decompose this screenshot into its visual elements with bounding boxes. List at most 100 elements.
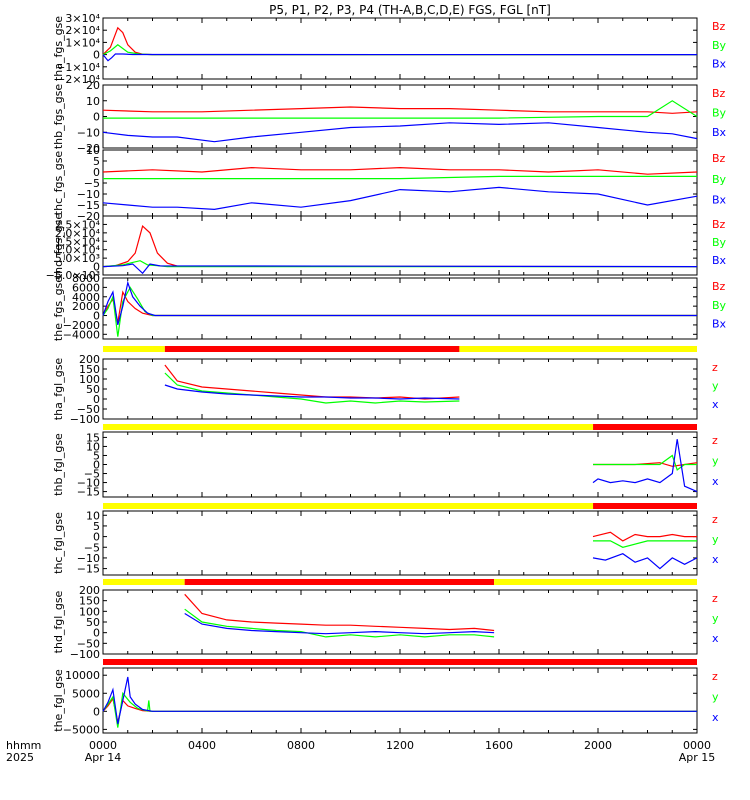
y-tick-label: −100 <box>70 648 100 661</box>
y-tick-label: 0 <box>93 393 100 406</box>
series-line-z <box>102 697 697 723</box>
legend-y: y <box>712 612 719 625</box>
legend-z: z <box>712 670 718 683</box>
legend-Bx: Bx <box>712 194 727 207</box>
y-tick-label: −10 <box>77 552 100 565</box>
mode-bar-segment <box>593 503 697 509</box>
y-tick-label: 2.0×10⁴ <box>55 227 101 240</box>
series-line-x <box>164 384 460 400</box>
time-tick-label: 2000 <box>584 739 612 752</box>
mode-bar-segment <box>459 346 697 352</box>
series-line-Bx <box>102 53 698 62</box>
mode-bar-segment <box>103 346 165 352</box>
legend-Bx: Bx <box>712 126 727 139</box>
y-axis-label: thb_fgl_gse <box>52 433 65 496</box>
series-line-y <box>184 608 495 638</box>
y-tick-label: 10 <box>86 440 100 453</box>
y-tick-label: 15 <box>86 431 100 444</box>
series-line-y <box>164 372 460 404</box>
y-tick-label: 50 <box>86 616 100 629</box>
time-tick-label: 0000 <box>89 739 117 752</box>
time-tick-label: 0000 <box>683 739 711 752</box>
y-tick-label: −2×10⁴ <box>56 73 100 86</box>
y-tick-label: 20 <box>86 79 100 92</box>
y-tick-label: 3×10⁴ <box>65 12 100 25</box>
y-tick-label: 100 <box>79 605 100 618</box>
y-axis-label: tha_fgs_gse <box>52 16 65 81</box>
time-tick-label: 0800 <box>287 739 315 752</box>
series-line-By <box>102 44 697 56</box>
mode-bar-segment <box>103 659 697 665</box>
y-tick-label: −50 <box>77 637 100 650</box>
legend-Bz: Bz <box>712 20 726 33</box>
y-tick-label: 4000 <box>72 291 100 304</box>
series-line-Bx <box>102 122 698 143</box>
y-tick-label: −50 <box>77 403 100 416</box>
y-tick-label: 2×10⁴ <box>65 24 100 37</box>
y-tick-label: 0 <box>93 111 100 124</box>
y-axis-label: tha_fgl_gse <box>52 358 65 421</box>
y-tick-label: −10 <box>77 477 100 490</box>
y-axis-label: the_fgs_gse <box>52 276 65 341</box>
legend-Bz: Bz <box>712 218 726 231</box>
time-tick-date: Apr 14 <box>85 751 122 764</box>
legend-By: By <box>712 173 727 186</box>
legend-y: y <box>712 533 719 546</box>
y-tick-label: 10 <box>86 509 100 522</box>
y-tick-label: 150 <box>79 595 100 608</box>
time-tick-label: 1200 <box>386 739 414 752</box>
legend-By: By <box>712 299 727 312</box>
y-axis-label: thc_fgs_gse <box>52 151 65 216</box>
panel-thd_fgs_gse: 2.5×10⁴2.0×10⁴1.5×10⁴1.0×10⁴5.0×10³0−5.0… <box>46 213 727 282</box>
y-axis-label: thd_fgs_gse <box>52 213 65 279</box>
y-axis-label: thc_fgl_gse <box>52 512 65 574</box>
series-line-y <box>102 691 697 728</box>
series-line-x <box>184 612 495 635</box>
legend-Bz: Bz <box>712 152 726 165</box>
y-tick-label: 10 <box>86 144 100 157</box>
y-tick-label: −15 <box>77 486 100 499</box>
series-line-Bz <box>102 26 697 56</box>
panel-thb_fgs_gse: 20 10 0 −10 −20 thb_fgs_gse Bz By Bx <box>52 79 727 155</box>
y-tick-label: −4000 <box>63 328 100 341</box>
time-tick-date: Apr 15 <box>679 751 716 764</box>
y-tick-label: 1×10⁴ <box>65 36 100 49</box>
legend-Bz: Bz <box>712 280 726 293</box>
plot-frame <box>102 510 698 576</box>
y-tick-label: 5 <box>93 520 100 533</box>
legend-y: y <box>712 454 719 467</box>
mode-bar-segment <box>593 424 697 430</box>
legend-x: x <box>712 711 719 724</box>
series-line-Bz <box>102 224 698 268</box>
y-tick-label: 200 <box>79 584 100 597</box>
y-tick-label: 6000 <box>72 281 100 294</box>
legend-z: z <box>712 513 718 526</box>
legend-z: z <box>712 434 718 447</box>
chart-title: P5, P1, P2, P3, P4 (TH-A,B,C,D,E) FGS, F… <box>269 3 551 17</box>
legend-x: x <box>712 398 719 411</box>
y-tick-label: 0 <box>93 166 100 179</box>
y-tick-label: −5 <box>84 541 100 554</box>
legend-y: y <box>712 379 719 392</box>
time-axis-label-bottom: 2025 <box>6 751 34 764</box>
series-line-x <box>592 439 698 493</box>
y-tick-label: 100 <box>79 373 100 386</box>
series-line-x <box>102 676 697 725</box>
y-tick-label: 5.0×10³ <box>55 252 100 265</box>
y-tick-label: −20 <box>77 142 100 155</box>
y-tick-label: 10000 <box>65 669 100 682</box>
mode-bar-segment <box>103 579 185 585</box>
y-tick-label: 2.5×10⁴ <box>55 218 101 231</box>
y-tick-label: −5 <box>84 468 100 481</box>
legend-By: By <box>712 39 727 52</box>
